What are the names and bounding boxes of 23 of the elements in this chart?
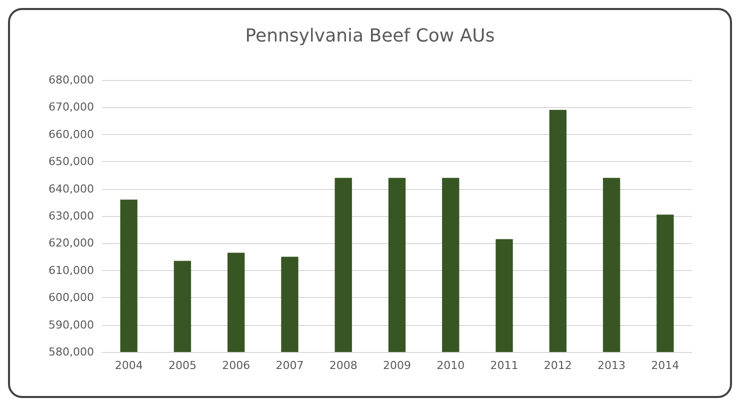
y-tick-label: 580,000: [48, 346, 94, 358]
y-tick-label: 610,000: [48, 264, 94, 277]
y-tick-label: 620,000: [48, 236, 94, 250]
y-tick-label: 660,000: [48, 128, 94, 141]
x-tick-label: 2005: [168, 359, 196, 372]
x-tick-label: 2012: [544, 359, 572, 372]
x-tick-label: 2004: [114, 359, 143, 372]
y-tick-label: 590,000: [48, 318, 94, 332]
y-tick-label: 640,000: [48, 182, 94, 196]
x-tick-label: 2013: [598, 359, 626, 372]
y-tick-label: 600,000: [48, 291, 94, 304]
x-tick-label: 2011: [490, 359, 518, 372]
x-tick-label: 2006: [222, 359, 250, 372]
x-tick-label: 2008: [329, 359, 358, 372]
y-tick-label: 630,000: [48, 210, 94, 222]
y-tick-label: 670,000: [48, 100, 94, 114]
x-tick-label: 2009: [383, 359, 411, 372]
chart-title: Pennsylvania Beef Cow AUs: [245, 26, 495, 46]
x-tick-label: 2014: [651, 359, 680, 372]
y-tick-label: 650,000: [48, 155, 94, 168]
y-tick-label: 680,000: [48, 74, 94, 86]
x-tick-label: 2007: [276, 359, 304, 372]
x-tick-label: 2010: [436, 359, 465, 372]
